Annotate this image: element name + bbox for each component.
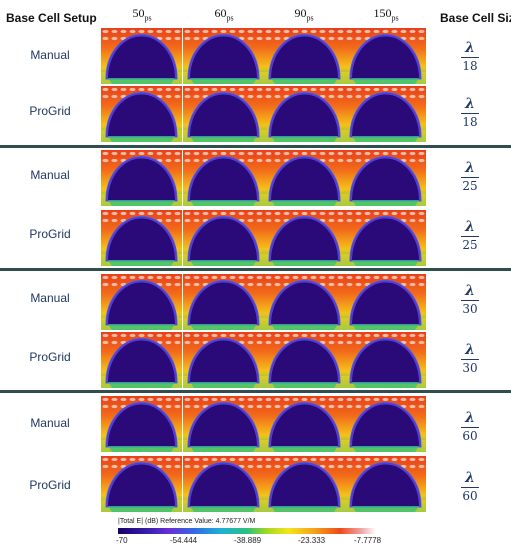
row-label-manual-18: Manual (30, 48, 70, 62)
field-snapshot-image (345, 456, 426, 512)
colorbar-tick: -7.7778 (354, 536, 382, 545)
cell-size-fraction: λ 25 (461, 160, 479, 193)
row-label-progrid-60: ProGrid (29, 478, 71, 492)
base-cell-size-header: Base Cell Size (440, 11, 511, 25)
colorbar (118, 528, 376, 534)
cell-size-fraction: λ 30 (461, 283, 479, 316)
row-label-manual-25: Manual (30, 168, 70, 182)
field-snapshot-image (183, 210, 264, 266)
colorbar-tick: -70 (116, 536, 128, 545)
field-snapshot-image (264, 274, 345, 330)
colorbar-tick: -38.889 (234, 536, 262, 545)
field-snapshot-image (183, 332, 264, 388)
colorbar-tick: -23.333 (298, 536, 326, 545)
field-snapshot-image (101, 456, 182, 512)
field-snapshot-image (345, 210, 426, 266)
field-snapshot-image (183, 28, 264, 84)
cell-size-fraction: λ 18 (461, 40, 479, 73)
field-snapshot-image (183, 150, 264, 206)
time-header-90ps: 90ps (294, 6, 314, 23)
field-snapshot-image (183, 274, 264, 330)
field-snapshot-image (264, 28, 345, 84)
field-snapshot-image (101, 396, 182, 452)
field-snapshot-image (264, 396, 345, 452)
field-snapshot-image (345, 332, 426, 388)
cell-size-fraction: λ 30 (461, 342, 479, 375)
field-snapshot-image (183, 456, 264, 512)
colorbar-title: |Total E| (dB) Reference Value: 4.77677 … (118, 518, 256, 525)
field-snapshot-image (183, 396, 264, 452)
group-separator (0, 390, 511, 393)
field-snapshot-image (264, 86, 345, 142)
field-snapshot-image (101, 150, 182, 206)
field-snapshot-image (101, 28, 182, 84)
time-header-150ps: 150ps (373, 6, 399, 23)
group-separator (0, 145, 511, 148)
field-snapshot-image (101, 86, 182, 142)
field-snapshot-image (345, 28, 426, 84)
field-snapshot-image (101, 274, 182, 330)
field-snapshot-image (264, 332, 345, 388)
field-snapshot-image (345, 274, 426, 330)
row-label-progrid-30: ProGrid (29, 350, 71, 364)
row-label-manual-60: Manual (30, 416, 70, 430)
colorbar-tick: -54.444 (170, 536, 198, 545)
cell-size-fraction: λ 25 (461, 219, 479, 252)
time-header-50ps: 50ps (132, 6, 152, 23)
field-snapshot-image (345, 86, 426, 142)
group-separator (0, 268, 511, 271)
cell-size-fraction: λ 18 (461, 96, 479, 129)
row-label-progrid-25: ProGrid (29, 227, 71, 241)
row-label-progrid-18: ProGrid (29, 104, 71, 118)
field-snapshot-image (264, 210, 345, 266)
field-snapshot-image (101, 332, 182, 388)
time-header-60ps: 60ps (214, 6, 234, 23)
field-snapshot-image (101, 210, 182, 266)
row-label-manual-30: Manual (30, 291, 70, 305)
base-cell-setup-header: Base Cell Setup (6, 11, 97, 25)
cell-size-fraction: λ 60 (461, 470, 479, 503)
field-snapshot-image (264, 150, 345, 206)
field-snapshot-image (183, 86, 264, 142)
cell-size-fraction: λ 60 (461, 410, 479, 443)
field-snapshot-image (345, 150, 426, 206)
field-snapshot-image (345, 396, 426, 452)
field-snapshot-image (264, 456, 345, 512)
